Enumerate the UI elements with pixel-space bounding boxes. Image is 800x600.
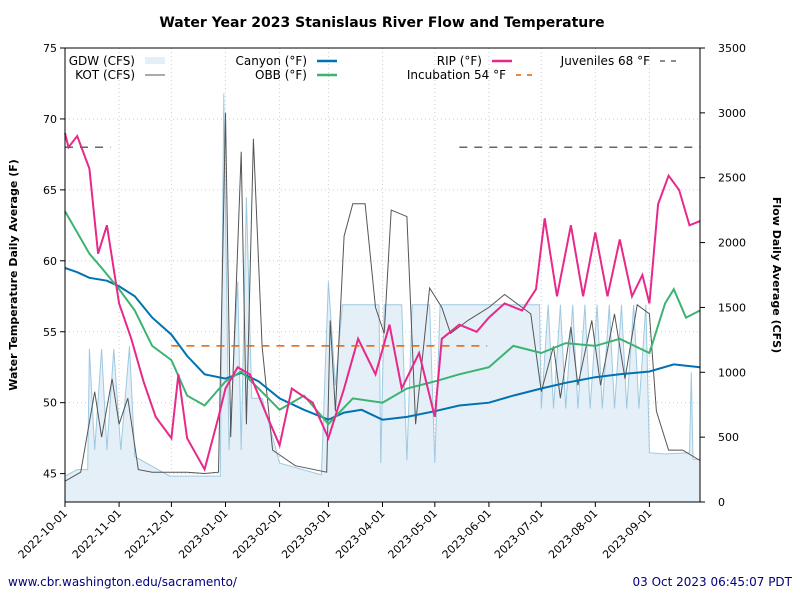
- y-left-tick-label: 50: [43, 397, 57, 410]
- y-right-tick-label: 1500: [718, 301, 746, 314]
- legend-swatch-gdw-cfs: [145, 57, 165, 64]
- y-left-tick-label: 70: [43, 113, 57, 126]
- x-tick-label: 2022-10-01: [16, 507, 70, 561]
- x-tick-label: 2023-03-01: [279, 507, 333, 561]
- series-rip-f-line: [64, 132, 701, 473]
- y-right-tick-label: 0: [718, 496, 725, 509]
- footer-url[interactable]: www.cbr.washington.edu/sacramento/: [8, 575, 237, 589]
- y-left-tick-label: 45: [43, 468, 57, 481]
- legend-label-obb-f: OBB (°F): [255, 68, 307, 82]
- x-tick-label: 2023-09-01: [600, 507, 654, 561]
- x-tick-label: 2023-02-01: [230, 507, 284, 561]
- x-tick-label: 2023-06-01: [440, 507, 494, 561]
- x-tick-label: 2023-08-01: [546, 507, 600, 561]
- y-left-tick-label: 75: [43, 42, 57, 55]
- legend-label-juveniles-68-f: Juveniles 68 °F: [560, 54, 650, 68]
- series-kot-cfs-line: [64, 112, 701, 482]
- x-tick-label: 2023-07-01: [492, 507, 546, 561]
- legend-label-gdw-cfs: GDW (CFS): [69, 54, 135, 68]
- legend-label-incubation-54-f: Incubation 54 °F: [407, 68, 506, 82]
- y-right-tick-label: 3500: [718, 42, 746, 55]
- y-axis-left-label: Water Temperature Daily Average (F): [7, 159, 20, 391]
- legend-label-kot-cfs: KOT (CFS): [75, 68, 135, 82]
- y-axis-right-label: Flow Daily Average (CFS): [770, 197, 783, 353]
- series-marks: [64, 93, 701, 503]
- series-obb-f-line: [64, 210, 701, 426]
- x-tick-label: 2023-01-01: [176, 507, 230, 561]
- chart-title: Water Year 2023 Stanislaus River Flow an…: [159, 15, 604, 31]
- series-canyon-f-line: [64, 266, 701, 421]
- x-tick-label: 2022-12-01: [122, 507, 176, 561]
- y-left-tick-label: 55: [43, 326, 57, 339]
- legend: GDW (CFS)KOT (CFS) Canyon (°F)OBB (°F) RIP…: [69, 54, 682, 82]
- legend-label-rip-f: RIP (°F): [437, 54, 482, 68]
- y-right-tick-label: 500: [718, 431, 739, 444]
- legend-label-canyon-f: Canyon (°F): [236, 54, 307, 68]
- x-tick-label: 2023-05-01: [386, 507, 440, 561]
- x-tick-label: 2022-11-01: [70, 507, 124, 561]
- y-right-tick-label: 2500: [718, 172, 746, 185]
- y-left-tick-label: 60: [43, 255, 57, 268]
- x-tick-label: 2023-04-01: [333, 507, 387, 561]
- plot-frame: [64, 47, 701, 503]
- y-right-tick-label: 2000: [718, 237, 746, 250]
- series-gdw-cfs-area: [65, 93, 700, 503]
- y-left-tick-label: 65: [43, 184, 57, 197]
- footer-timestamp: 03 Oct 2023 06:45:07 PDT: [632, 575, 792, 589]
- y-right-tick-label: 3000: [718, 107, 746, 120]
- y-right-tick-label: 1000: [718, 366, 746, 379]
